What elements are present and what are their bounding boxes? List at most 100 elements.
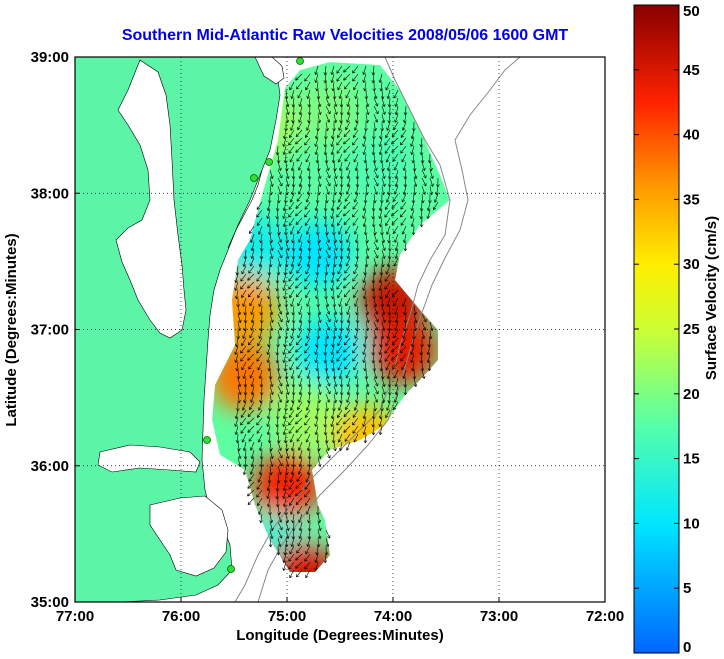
velocity-arrow [234, 353, 239, 363]
velocity-arrow [394, 105, 399, 115]
velocity-arrow [317, 241, 322, 251]
velocity-arrow [305, 153, 311, 163]
velocity-arrow [304, 481, 311, 490]
velocity-arrow [410, 129, 415, 139]
velocity-arrow [400, 201, 407, 210]
y-axis-label: Latitude (Degrees:Minutes) [3, 233, 20, 426]
velocity-arrow [333, 393, 338, 404]
velocity-arrow [413, 305, 418, 316]
velocity-arrow [337, 433, 343, 443]
velocity-arrow [282, 345, 287, 355]
velocity-arrow [381, 177, 386, 187]
velocity-arrow [296, 361, 303, 370]
velocity-arrow [372, 265, 377, 276]
velocity-arrow [304, 281, 311, 290]
velocity-arrow [307, 113, 311, 124]
velocity-arrow [337, 225, 343, 235]
delaware-bay [254, 57, 285, 85]
velocity-arrow [402, 233, 407, 244]
velocity-arrow [362, 417, 367, 427]
velocity-arrow [362, 353, 367, 363]
velocity-arrow [330, 137, 335, 147]
x-axis-ticks: 77:00 76:00 75:00 74:00 73:00 72:00 [56, 597, 624, 625]
velocity-arrow [346, 249, 351, 259]
velocity-arrow [393, 401, 399, 410]
velocity-arrow [345, 161, 351, 171]
velocity-arrow [295, 481, 303, 489]
velocity-arrow [249, 297, 255, 307]
velocity-arrow [391, 217, 399, 225]
velocity-arrow [386, 401, 391, 411]
velocity-arrow [333, 177, 338, 187]
velocity-arrow [297, 225, 303, 234]
velocity-arrow [250, 249, 255, 259]
velocity-arrow [378, 73, 383, 83]
velocity-arrow [277, 369, 282, 379]
velocity-arrow [362, 345, 367, 355]
velocity-arrow [362, 273, 367, 283]
velocity-arrow [373, 177, 379, 187]
velocity-arrow [402, 161, 407, 171]
velocity-arrow [323, 345, 328, 356]
velocity-arrow [237, 321, 242, 331]
velocity-arrow [412, 185, 417, 196]
velocity-arrow [325, 297, 330, 308]
velocity-arrow [316, 257, 321, 268]
velocity-arrow [394, 385, 399, 395]
velocity-arrow [288, 145, 295, 154]
velocity-arrow [393, 297, 399, 307]
velocity-arrow [355, 321, 359, 332]
velocity-arrow [433, 193, 439, 203]
velocity-arrow [248, 265, 255, 274]
velocity-arrow [346, 377, 351, 387]
velocity-arrow [379, 153, 384, 164]
velocity-arrow [363, 153, 368, 164]
velocity-arrow [391, 209, 399, 217]
velocity-arrow [378, 353, 383, 363]
velocity-arrow [256, 489, 263, 498]
velocity-arrow [247, 417, 255, 425]
velocity-arrow [256, 281, 263, 290]
velocity-arrow [240, 353, 247, 362]
velocity-arrow [277, 401, 281, 412]
velocity-arrow [241, 401, 247, 411]
velocity-arrow [298, 393, 303, 403]
velocity-arrow [305, 265, 311, 275]
velocity-arrow [269, 241, 274, 251]
velocity-arrow [275, 273, 280, 284]
velocity-arrow [247, 337, 255, 346]
velocity-arrow [410, 145, 415, 155]
velocity-arrow [346, 313, 351, 323]
velocity-arrow [427, 337, 431, 348]
velocity-arrow [362, 65, 367, 75]
velocity-arrow [401, 361, 407, 371]
velocity-arrow [237, 385, 242, 395]
velocity-arrow [323, 145, 328, 156]
velocity-arrow [282, 417, 287, 427]
velocity-arrow [249, 401, 255, 410]
velocity-arrow [343, 425, 351, 433]
velocity-arrow [344, 153, 351, 162]
velocity-arrow [384, 137, 391, 146]
velocity-arrow [297, 297, 303, 307]
velocity-arrow [381, 105, 386, 115]
velocity-arrow [243, 377, 248, 388]
velocity-arrow [317, 161, 321, 172]
velocity-arrow [241, 265, 247, 275]
velocity-arrow [386, 225, 391, 235]
velocity-arrow [277, 457, 283, 467]
velocity-arrow [267, 433, 272, 444]
colorbar-tick-label: 0 [683, 639, 691, 656]
velocity-arrow [403, 377, 407, 388]
velocity-arrow [325, 161, 330, 171]
velocity-arrow [266, 425, 271, 435]
velocity-arrow [298, 313, 303, 323]
velocity-arrow [282, 481, 287, 491]
velocity-arrow [428, 329, 433, 340]
velocity-arrow [295, 497, 303, 506]
velocity-arrow [385, 81, 391, 91]
velocity-arrow [247, 353, 255, 361]
velocity-arrow [333, 161, 337, 172]
velocity-arrow [352, 217, 359, 226]
velocity-arrow [295, 129, 303, 138]
